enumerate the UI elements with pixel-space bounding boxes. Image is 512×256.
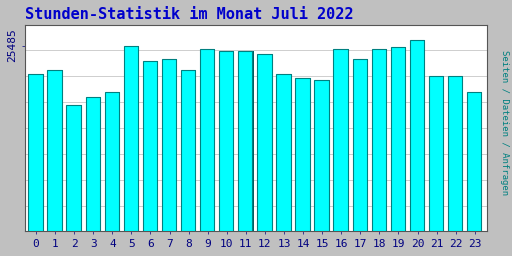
Bar: [201, 49, 216, 231]
Bar: [220, 51, 234, 231]
Bar: [162, 59, 176, 231]
Bar: [276, 74, 291, 231]
Bar: [124, 46, 138, 231]
Bar: [143, 61, 157, 231]
Bar: [125, 46, 139, 231]
Bar: [106, 92, 120, 231]
Bar: [467, 92, 481, 231]
Bar: [411, 40, 425, 231]
Bar: [49, 70, 63, 231]
Bar: [314, 80, 329, 231]
Bar: [144, 61, 158, 231]
Bar: [296, 78, 311, 231]
Bar: [353, 59, 367, 231]
Bar: [468, 92, 482, 231]
Bar: [238, 51, 252, 231]
Bar: [373, 49, 387, 231]
Bar: [448, 76, 462, 231]
Bar: [67, 105, 81, 231]
Bar: [28, 74, 42, 231]
Bar: [372, 49, 386, 231]
Bar: [182, 70, 196, 231]
Bar: [392, 48, 406, 231]
Bar: [181, 70, 195, 231]
Bar: [257, 54, 271, 231]
Bar: [278, 74, 292, 231]
Bar: [259, 54, 273, 231]
Bar: [391, 48, 405, 231]
Bar: [333, 49, 348, 231]
Bar: [315, 80, 330, 231]
Bar: [429, 76, 443, 231]
Bar: [87, 97, 101, 231]
Bar: [219, 51, 233, 231]
Bar: [239, 51, 253, 231]
Bar: [335, 49, 349, 231]
Bar: [163, 59, 177, 231]
Bar: [200, 49, 215, 231]
Bar: [410, 40, 424, 231]
Text: Seiten / Dateien / Anfragen: Seiten / Dateien / Anfragen: [500, 50, 509, 195]
Bar: [449, 76, 463, 231]
Bar: [86, 97, 100, 231]
Bar: [48, 70, 61, 231]
Bar: [30, 74, 44, 231]
Bar: [104, 92, 119, 231]
Bar: [354, 59, 368, 231]
Text: Stunden-Statistik im Monat Juli 2022: Stunden-Statistik im Monat Juli 2022: [25, 7, 353, 22]
Bar: [430, 76, 444, 231]
Bar: [295, 78, 310, 231]
Bar: [68, 105, 82, 231]
